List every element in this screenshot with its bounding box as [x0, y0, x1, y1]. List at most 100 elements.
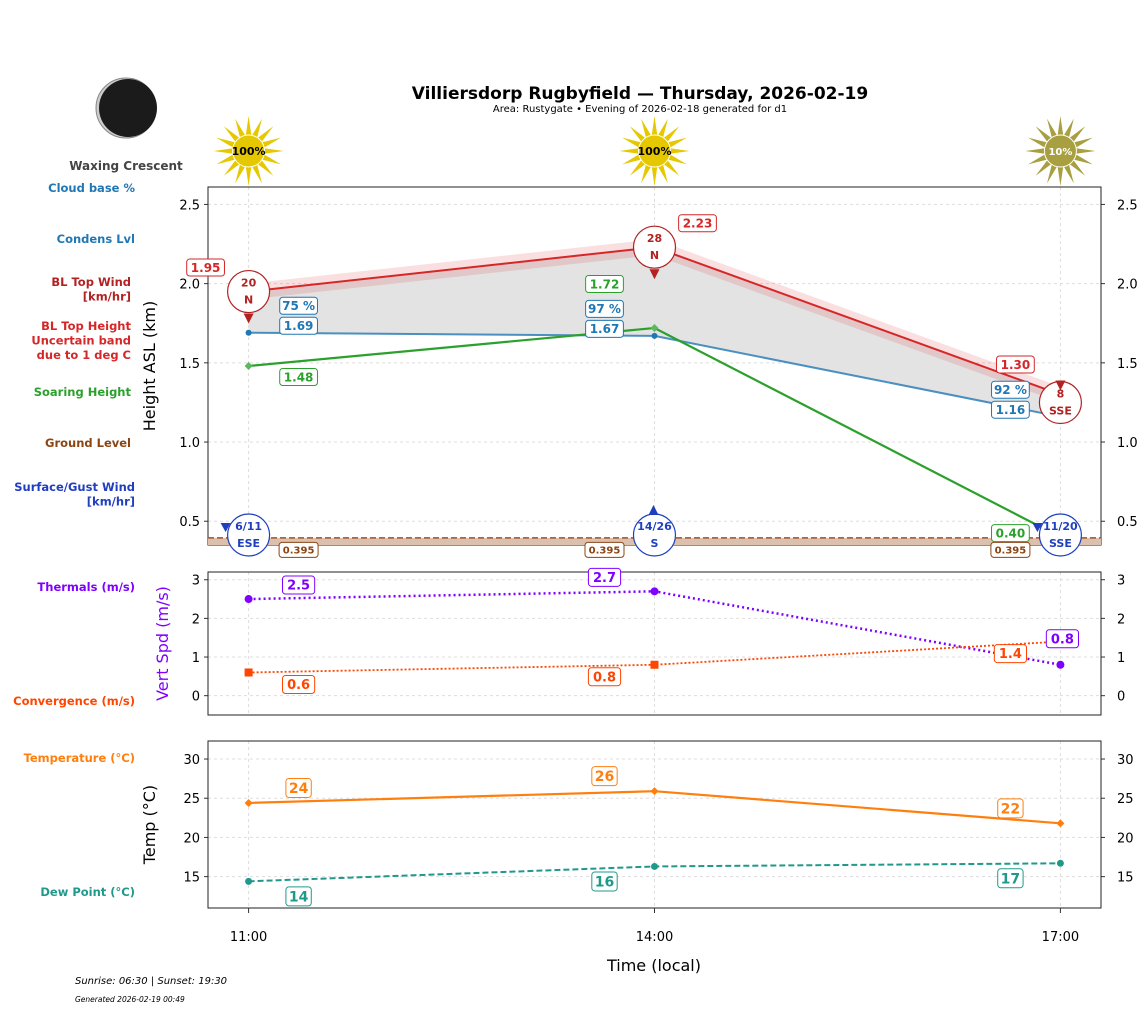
sun-disc [1043, 134, 1077, 168]
soaring-label: 1.72 [585, 274, 624, 293]
wind-speed: 8 [1057, 388, 1065, 401]
temperature-label-box [997, 798, 1024, 819]
moon-phase-label: Waxing Crescent [69, 159, 183, 173]
thermals-point [244, 595, 253, 604]
dew-point-label: 14 [285, 886, 312, 907]
thermals-label: 2.7 [587, 567, 622, 587]
legend-label-surface-wind: [km/hr] [87, 495, 135, 509]
y-tick-label: 1.5 [179, 357, 200, 372]
thermals-label-text: 2.7 [593, 571, 616, 586]
legend-label-ground: Ground Level [45, 436, 131, 450]
bl-top-label-box [678, 214, 717, 233]
cloud-base-label-text: 97 % [588, 302, 621, 316]
chart-title: Villiersdorp Rugbyfield — Thursday, 2026… [412, 84, 868, 104]
thermals-label: 2.5 [282, 575, 316, 595]
cloud-base-label: 92 % [991, 380, 1030, 399]
sun-icon: 100% [213, 116, 284, 186]
convergence-label-box [993, 644, 1027, 664]
y-tick-label: 1.0 [179, 436, 200, 451]
temperature-label: 26 [591, 766, 618, 787]
cloud-base-label-box [279, 296, 318, 315]
sun-rays [213, 116, 284, 186]
bl-top-label-box [996, 355, 1035, 374]
y-tick-label-right: 25 [1117, 792, 1134, 807]
ground-label-box [990, 541, 1031, 558]
bl-top-label: 1.95 [186, 258, 225, 277]
wind-circle [226, 269, 271, 314]
soaring-label-text: 1.72 [590, 277, 620, 291]
thermals-label-text: 2.5 [287, 579, 310, 594]
dew-point-label-box [997, 868, 1024, 889]
moon-icon [95, 77, 157, 139]
temperature-point [244, 798, 253, 807]
ground-label: 0.395 [278, 541, 319, 558]
ground-label: 0.395 [990, 541, 1031, 558]
y-tick-label: 20 [183, 831, 200, 846]
condens-label-box [585, 319, 624, 338]
y-tick-label-right: 0.5 [1117, 515, 1138, 530]
legend-label-condens: Condens Lvl [57, 232, 135, 246]
sun-percent: 10% [1048, 147, 1072, 158]
dew-point-point [651, 862, 658, 870]
y-axis-label: Height ASL (km) [140, 301, 159, 431]
condens-label-text: 1.16 [996, 403, 1026, 417]
condens-label: 1.16 [991, 400, 1030, 419]
temperature-point [1056, 819, 1065, 828]
bl-top-label: 1.30 [996, 355, 1035, 374]
thermals-label-box [1045, 629, 1079, 649]
bl-top-label-box [186, 258, 225, 277]
legend-label-cloud-base: Cloud base % [48, 181, 135, 195]
wind-circle [1038, 513, 1083, 557]
y-tick-label: 0 [192, 690, 200, 705]
convergence-label: 0.6 [282, 674, 316, 694]
panel-frame [207, 571, 1102, 716]
y-tick-label: 2.5 [179, 198, 200, 213]
thermals-label-text: 0.8 [1051, 632, 1074, 647]
generated-time: Generated 2026-02-19 00:49 [75, 995, 185, 1004]
wind-arrow-icon [243, 313, 254, 324]
convergence-label-text: 0.6 [287, 678, 310, 693]
dew-point-label-text: 17 [1001, 871, 1020, 887]
temperature-label-text: 26 [595, 769, 614, 785]
temperature-label: 24 [285, 777, 312, 798]
soaring-label: 0.40 [991, 524, 1030, 543]
sun-rays [619, 116, 690, 186]
legend-label-surface-wind: Surface/Gust Wind [14, 480, 135, 494]
y-tick-label-right: 1 [1117, 651, 1125, 666]
ground-label-text: 0.395 [283, 545, 315, 556]
dew-point-point [1056, 859, 1064, 867]
y-tick-label: 25 [183, 792, 200, 807]
soaring-label-text: 0.40 [996, 526, 1026, 540]
convergence-label: 1.4 [993, 644, 1027, 664]
y-tick-label-right: 30 [1117, 753, 1134, 768]
temperature-label-box [285, 777, 312, 798]
soaring-point [244, 362, 253, 370]
soaring-label-box [585, 274, 624, 293]
ground-label-box [278, 541, 319, 558]
legend-label-bl-height: BL Top Height [41, 319, 131, 333]
y-tick-label-right: 1.0 [1117, 436, 1138, 451]
wind-arrow-icon [220, 523, 231, 532]
wind-circle [632, 225, 677, 269]
wind-direction: SSE [1049, 537, 1072, 550]
legend-label-bl-height: Uncertain band [31, 334, 131, 348]
wind-arrow-icon [1032, 523, 1043, 532]
dew-point-label: 16 [591, 871, 618, 892]
y-tick-label: 15 [183, 871, 200, 886]
condens-label-box [991, 400, 1030, 419]
sun-percent: 100% [638, 145, 672, 158]
surface-wind-indicator: 14/26 S [632, 513, 677, 557]
wind-circle [226, 513, 271, 557]
x-tick-label: 11:00 [230, 930, 267, 945]
temperature-label-text: 24 [289, 781, 309, 797]
ground-label-text: 0.395 [995, 545, 1027, 556]
condens-point [245, 329, 252, 336]
thermals-point [650, 587, 659, 596]
sun-icon: 100% [619, 116, 690, 186]
bl-wind-indicator: 20 N [226, 269, 271, 314]
wind-speed: 6/11 [235, 520, 262, 533]
cloud-base-label: 97 % [585, 299, 624, 318]
dew-point-label-box [285, 886, 312, 907]
y-tick-label-right: 2 [1117, 612, 1125, 627]
